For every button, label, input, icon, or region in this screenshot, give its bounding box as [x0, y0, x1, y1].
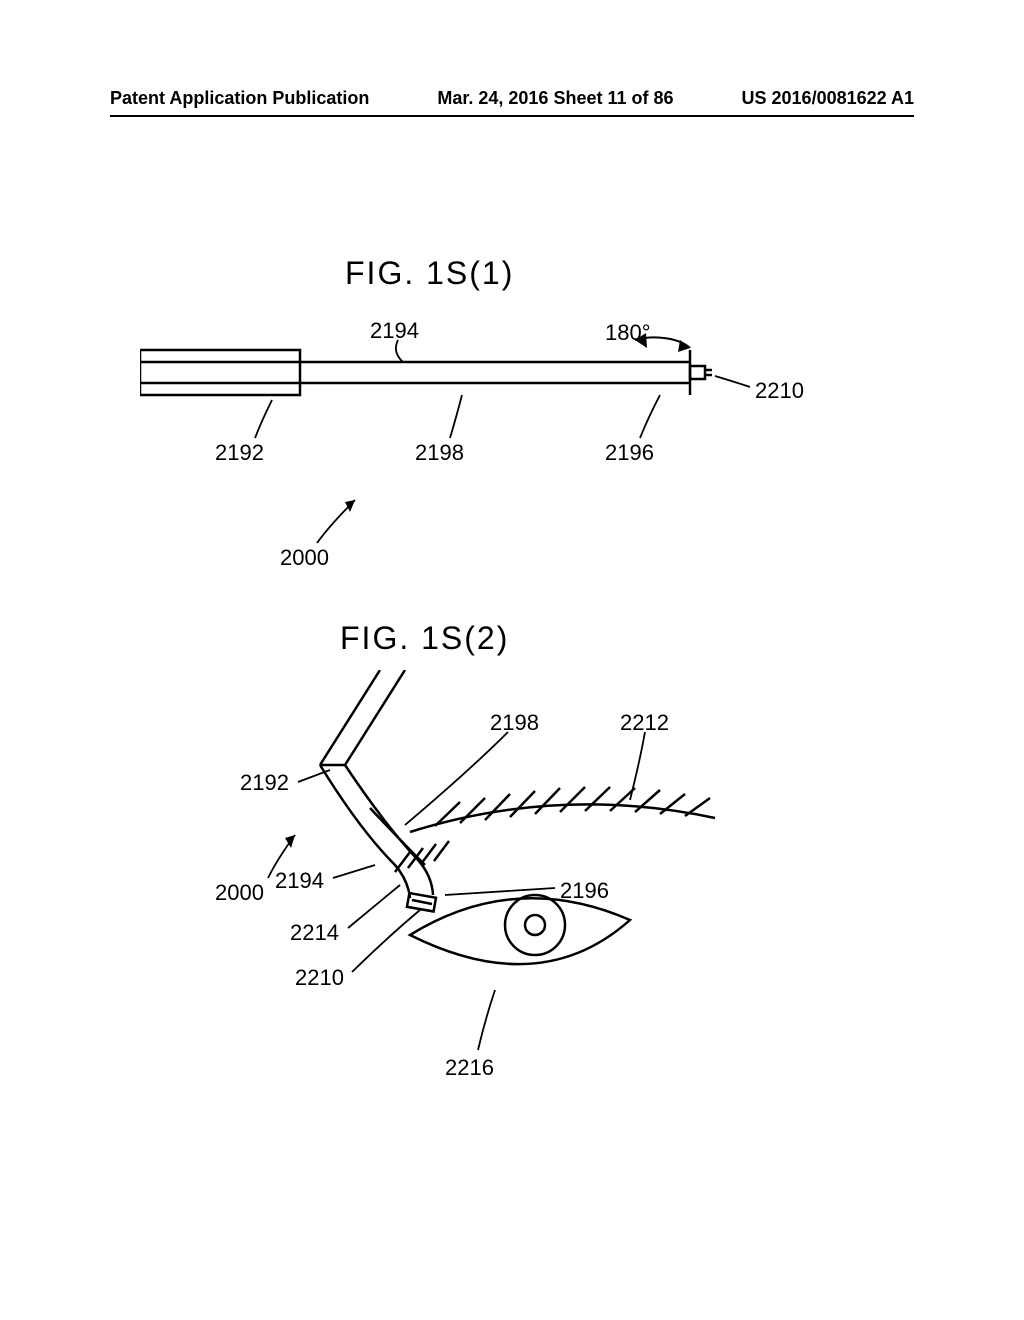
- figure-2-leaders: [0, 0, 1024, 1100]
